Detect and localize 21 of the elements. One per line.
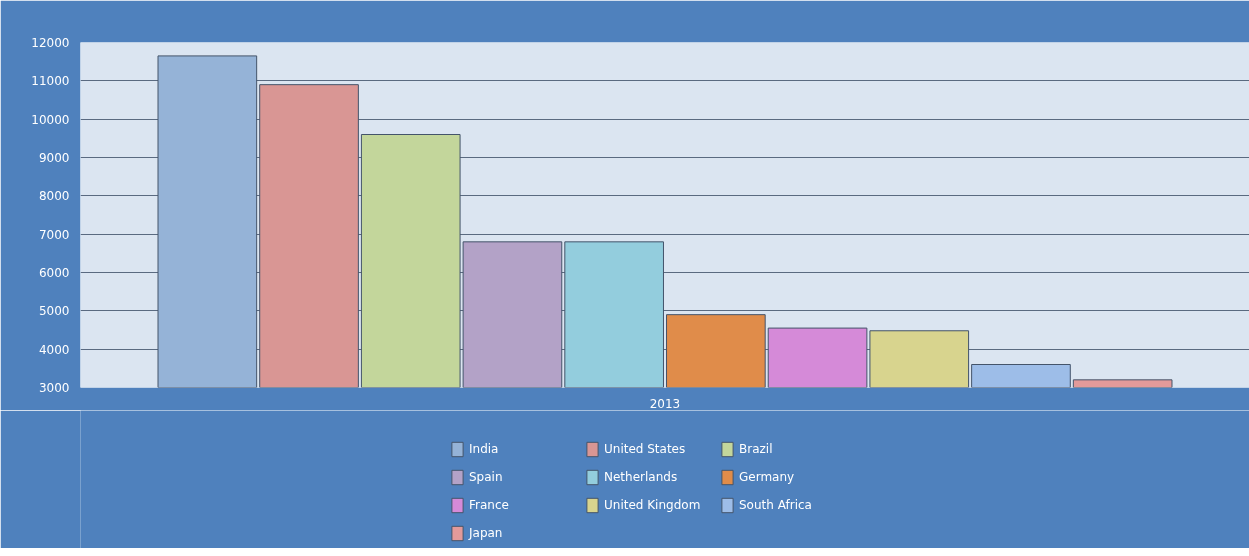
y-tick-label: 3000 xyxy=(38,381,70,395)
legend-label: United Kingdom xyxy=(604,497,702,514)
y-tick-label: 7000 xyxy=(38,227,70,242)
y-tick-label: 4000 xyxy=(38,342,70,357)
y-tick-label: 5000 xyxy=(38,304,70,319)
legend-label: Germany xyxy=(739,469,796,486)
legend-label: Brazil xyxy=(739,441,774,458)
y-tick-label: 12000 xyxy=(31,36,70,50)
legend-label: Spain xyxy=(469,469,504,486)
y-tick-label: 9000 xyxy=(38,151,70,165)
legend-label: South Africa xyxy=(739,497,813,514)
y-tick-label: 10000 xyxy=(31,112,70,127)
legend-label: India xyxy=(469,441,500,458)
y-tick-label: 8000 xyxy=(38,189,70,204)
x-tick-label: 2013 xyxy=(649,396,681,411)
legend-label: United States xyxy=(604,441,687,458)
legend-label: France xyxy=(469,497,510,514)
y-tick-label: 6000 xyxy=(38,266,70,280)
y-tick-label: 11000 xyxy=(31,74,70,89)
legend-label: Netherlands xyxy=(604,469,679,486)
legend-label: Japan xyxy=(469,525,504,542)
